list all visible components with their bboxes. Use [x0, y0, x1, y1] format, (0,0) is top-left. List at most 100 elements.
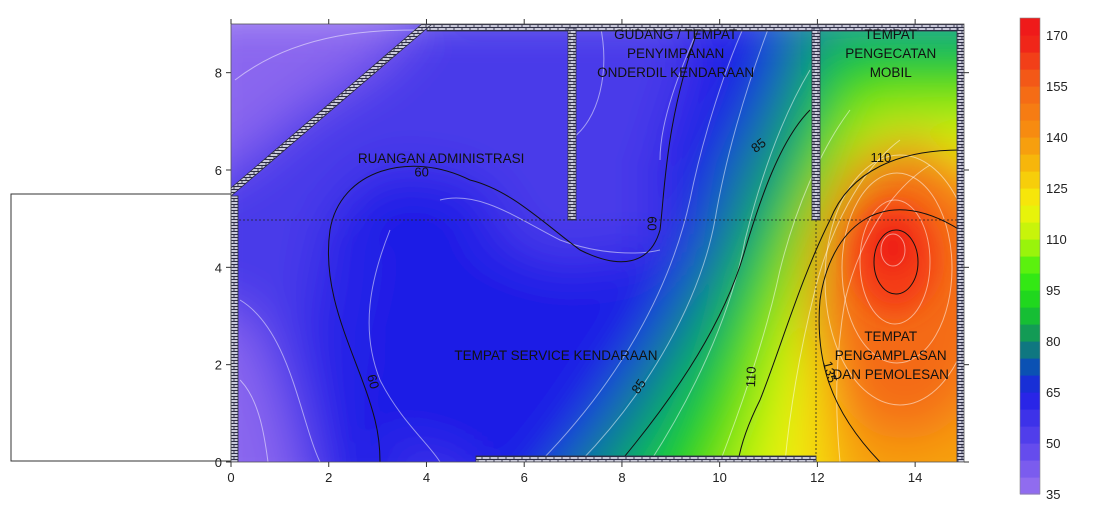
colorbar-swatch	[1020, 86, 1040, 104]
wall-diagonal	[231, 24, 433, 197]
major-contours	[327, 24, 961, 462]
contour-155	[873, 229, 919, 295]
colorbar-swatch	[1020, 205, 1040, 223]
colorbar-swatch	[1020, 460, 1040, 478]
wall-bottom	[475, 455, 817, 462]
colorbar-swatch	[1020, 18, 1040, 36]
room-label: PENYIMPANAN	[627, 46, 724, 61]
contour-label: 60	[364, 373, 382, 391]
colorbar-swatch	[1020, 120, 1040, 138]
colorbar-border	[1019, 17, 1041, 495]
colorbar-swatch	[1020, 290, 1040, 308]
colorbar-swatch	[1020, 477, 1040, 495]
minor-contour	[234, 29, 421, 81]
colorbar-swatch	[1020, 426, 1040, 444]
colorbar-swatch	[1020, 443, 1040, 461]
colorbar-tick-label: 110	[1046, 232, 1067, 247]
room-labels: RUANGAN ADMINISTRASI GUDANG / TEMPAT PENYI…	[358, 27, 949, 382]
colorbar-swatch	[1020, 409, 1040, 427]
y-tick-label: 8	[215, 66, 222, 81]
contour-135	[818, 209, 961, 462]
colorbar-swatch	[1020, 358, 1040, 376]
minor-contour	[579, 24, 771, 462]
x-tick-label: 0	[227, 470, 234, 485]
plot-area	[231, 24, 964, 462]
colorbar-tick-label: 50	[1046, 436, 1060, 451]
colorbar-swatch	[1020, 222, 1040, 240]
wall-left	[231, 195, 239, 462]
colorbar-swatch	[1020, 307, 1040, 325]
minor-contour	[649, 69, 811, 462]
contour-110	[737, 149, 961, 462]
outline-annex	[10, 193, 232, 462]
contour-60-right	[469, 24, 701, 263]
colorbar-swatch	[1020, 154, 1040, 172]
minor-contour	[239, 379, 269, 462]
y-tick-label: 2	[215, 358, 222, 373]
room-label: PENGAMPLASAN	[835, 348, 947, 363]
colorbar-tick-label: 65	[1046, 385, 1060, 400]
colorbar-swatch	[1020, 103, 1040, 121]
contour-label: 135	[820, 359, 840, 384]
contour-60-left	[327, 165, 471, 462]
colorbar-tick-label: 95	[1046, 283, 1060, 298]
colorbar-swatch	[1020, 324, 1040, 342]
colorbar-tick-label: 170	[1046, 28, 1068, 43]
minor-contour	[880, 233, 906, 267]
minor-contour	[859, 199, 931, 325]
x-tick-label: 12	[810, 470, 824, 485]
wall-paint	[811, 27, 821, 221]
x-tick-label: 10	[712, 470, 726, 485]
band-light-tl	[231, 24, 410, 165]
x-tick-label: 2	[325, 470, 332, 485]
minor-contour	[719, 109, 851, 462]
contour-label: 60	[414, 164, 428, 179]
y-tick-label: 6	[215, 163, 222, 178]
contour-label: 60	[644, 216, 659, 230]
colorbar-swatch	[1020, 69, 1040, 87]
plot-border	[230, 23, 965, 463]
minor-contour	[368, 229, 441, 462]
colorbar-swatch	[1020, 35, 1040, 53]
minor-contour	[539, 24, 746, 462]
y-tick-label: 0	[215, 455, 222, 470]
minor-contour	[439, 197, 661, 254]
x-tick-label: 14	[908, 470, 922, 485]
room-label: TEMPAT	[864, 27, 917, 42]
partition-lines	[231, 219, 964, 462]
hotspot-inner	[875, 224, 911, 272]
colorbar-tick-label: 35	[1046, 487, 1060, 502]
colorbar-swatch	[1020, 341, 1040, 359]
room-label: RUANGAN ADMINISTRASI	[358, 151, 525, 166]
colorbar-swatch	[1020, 375, 1040, 393]
band-light-bl	[231, 314, 296, 462]
colorbar-swatch	[1020, 188, 1040, 206]
colorbar-tick-label: 80	[1046, 334, 1060, 349]
minor-contour	[784, 139, 901, 462]
room-label: ONDERDIL KENDARAAN	[597, 65, 754, 80]
colorbar-swatch	[1020, 392, 1040, 410]
wall-right	[956, 24, 964, 462]
room-label: PENGECATAN	[845, 46, 936, 61]
minor-contour	[841, 172, 953, 364]
axes: 0 2 4 6 8 10 12 14 0 2 4 6 8	[215, 19, 969, 485]
room-label: DAN PEMOLESAN	[833, 367, 949, 382]
band-blue-left	[310, 170, 520, 462]
contour-85	[619, 109, 811, 462]
y-tick-label: 4	[215, 260, 222, 275]
contour-label: 110	[871, 150, 892, 165]
minor-contour	[239, 299, 321, 462]
room-label: TEMPAT	[864, 329, 917, 344]
colorbar-swatch	[1020, 171, 1040, 189]
minor-contour	[659, 24, 701, 161]
room-label: TEMPAT SERVICE KENDARAAN	[454, 348, 657, 363]
minor-contour	[824, 154, 964, 406]
colorbar-swatch	[1020, 52, 1040, 70]
colorbar-swatch	[1020, 239, 1040, 257]
minor-contours	[234, 24, 964, 462]
colorbar-tick-label: 125	[1046, 181, 1068, 196]
colorbar-tick-label: 140	[1046, 130, 1068, 145]
room-label: MOBIL	[870, 65, 913, 80]
walls	[231, 24, 964, 462]
